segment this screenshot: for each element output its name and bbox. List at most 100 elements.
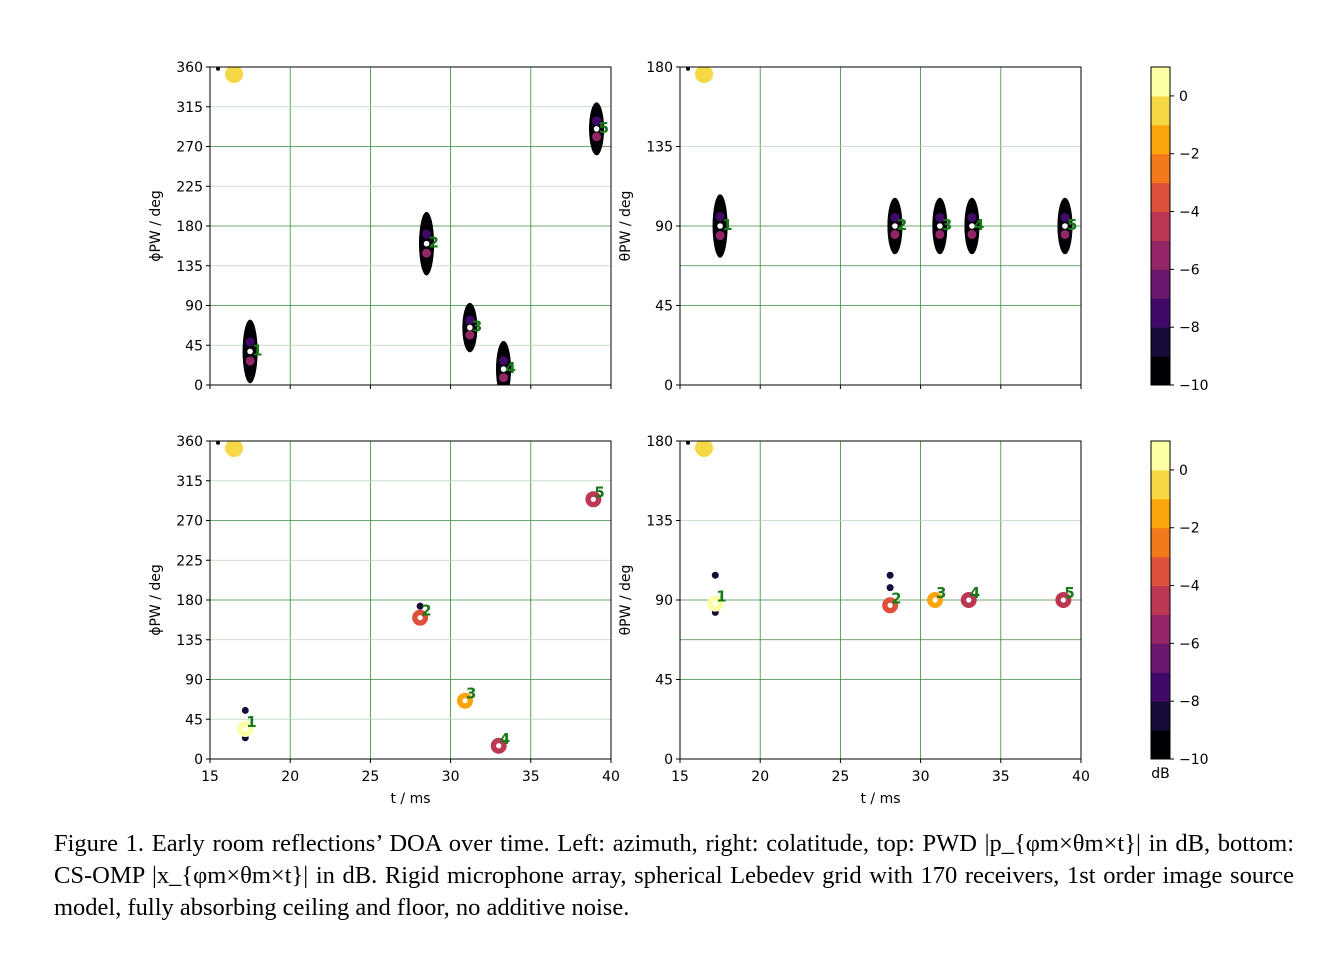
omp-center-point — [417, 615, 423, 621]
reflection-level-dot — [245, 356, 255, 366]
reflection-level-dot — [935, 213, 945, 223]
reflection-level-dot — [465, 330, 475, 340]
colorbar-level — [1151, 153, 1170, 184]
point-label: 4 — [970, 584, 980, 602]
y-tick-label: 135 — [176, 633, 203, 649]
omp-center-point — [966, 597, 972, 603]
colorbar-unit-label: dB — [1151, 766, 1170, 782]
x-tick-label: 35 — [522, 769, 540, 785]
reflection-center-point — [247, 348, 253, 355]
colorbar-tick-label: −8 — [1179, 694, 1200, 710]
colorbar-level — [1151, 643, 1170, 673]
direct-sound-point — [216, 67, 221, 71]
colorbar-tick-label: −6 — [1179, 636, 1200, 652]
x-axis-label: t / ms — [390, 791, 430, 807]
colorbar-frame — [1150, 66, 1171, 386]
reflection-center-point — [937, 223, 943, 229]
y-tick-label: 90 — [655, 219, 673, 235]
y-tick-label: 45 — [185, 712, 203, 728]
colorbar-level — [1151, 298, 1170, 328]
direct-sound-marker — [695, 67, 714, 84]
x-tick-label: 20 — [281, 769, 299, 785]
y-axis-label: θPW / deg — [618, 565, 634, 636]
y-tick-label: 180 — [176, 593, 203, 609]
point-label: 2 — [891, 589, 901, 607]
reflection-label: 1 — [722, 216, 732, 234]
omp-center-point — [242, 726, 248, 732]
direct-sound-marker — [225, 441, 244, 458]
omp-center-point — [712, 600, 718, 607]
colorbar-level — [1151, 67, 1170, 97]
plot-area: 1 2 3 4 5 — [216, 67, 609, 385]
colorbar-level — [1151, 441, 1170, 471]
point-label: 3 — [466, 685, 476, 703]
reflection-center-point — [717, 223, 723, 229]
x-tick-label: 25 — [831, 769, 849, 785]
y-tick-label: 45 — [655, 673, 673, 689]
colorbar-level — [1151, 327, 1170, 357]
reflection-center-point — [969, 223, 975, 229]
x-tick-label: 30 — [442, 769, 460, 785]
y-tick-label: 270 — [176, 514, 203, 530]
x-tick-label: 15 — [201, 769, 219, 785]
reflection-level-dot — [890, 229, 900, 239]
omp-center-point — [932, 597, 938, 603]
secondary-point — [241, 706, 249, 714]
y-tick-label: 360 — [176, 434, 203, 450]
reflection-center-point — [593, 126, 600, 132]
plot-area: 1 2 3 4 5 — [686, 441, 1075, 616]
y-tick-label: 135 — [176, 259, 203, 275]
y-tick-label: 360 — [176, 60, 203, 76]
reflection-level-dot — [499, 356, 509, 366]
colorbar-level — [1151, 672, 1170, 702]
y-tick-label: 90 — [185, 299, 203, 315]
colorbar-tick-label: −2 — [1179, 147, 1200, 163]
caption-prefix: Figure 1. — [54, 830, 145, 857]
y-axis-label: ϕPW / deg — [148, 564, 164, 636]
colorbar-level — [1151, 182, 1170, 213]
colorbar-level — [1151, 240, 1170, 270]
x-axis-label: t / ms — [860, 791, 900, 807]
plot-area: 1 2 3 4 5 — [686, 67, 1077, 258]
colorbar-level — [1151, 356, 1170, 386]
reflection-level-dot — [465, 315, 475, 325]
colorbar-tick-label: −6 — [1179, 262, 1200, 278]
y-tick-label: 0 — [664, 378, 673, 394]
x-tick-label: 40 — [1072, 769, 1090, 785]
colorbar-level — [1151, 556, 1170, 587]
y-tick-label: 180 — [646, 60, 673, 76]
omp-center-point — [590, 496, 596, 502]
colorbar-level — [1151, 585, 1170, 615]
y-tick-label: 45 — [655, 299, 673, 315]
point-label: 1 — [246, 713, 256, 731]
y-tick-label: 0 — [664, 752, 673, 768]
caption-text: Early room reflections’ DOA over time. L… — [54, 830, 1294, 921]
colorbar-level — [1151, 124, 1170, 155]
reflection-label: 5 — [599, 119, 609, 137]
y-axis-label: θPW / deg — [618, 191, 634, 262]
colorbar-tick-label: −4 — [1179, 579, 1200, 595]
secondary-point — [416, 602, 424, 610]
y-tick-label: 0 — [194, 752, 203, 768]
colorbar-level — [1151, 211, 1170, 241]
reflection-label: 2 — [429, 234, 439, 252]
colorbar-tick-label: −4 — [1179, 205, 1200, 221]
colorbar-level — [1151, 730, 1170, 760]
colorbar-tick-label: 0 — [1179, 463, 1188, 479]
colorbar-level — [1151, 469, 1170, 500]
reflection-level-dot — [967, 213, 977, 223]
reflection-center-point — [467, 324, 473, 331]
colorbar-top: 0 −2 −4 −6 −8 −10 — [1150, 66, 1209, 394]
y-tick-label: 0 — [194, 378, 203, 394]
y-tick-label: 315 — [176, 100, 203, 116]
direct-sound-marker — [695, 441, 714, 458]
secondary-point — [886, 584, 894, 592]
colorbar-level — [1151, 701, 1170, 731]
reflection-label: 1 — [252, 341, 262, 359]
colorbar-level — [1151, 95, 1170, 126]
colorbar-tick-label: −10 — [1179, 378, 1209, 394]
y-axis-label: ϕPW / deg — [148, 190, 164, 262]
reflection-label: 4 — [506, 359, 516, 377]
point-label: 5 — [1064, 584, 1074, 602]
